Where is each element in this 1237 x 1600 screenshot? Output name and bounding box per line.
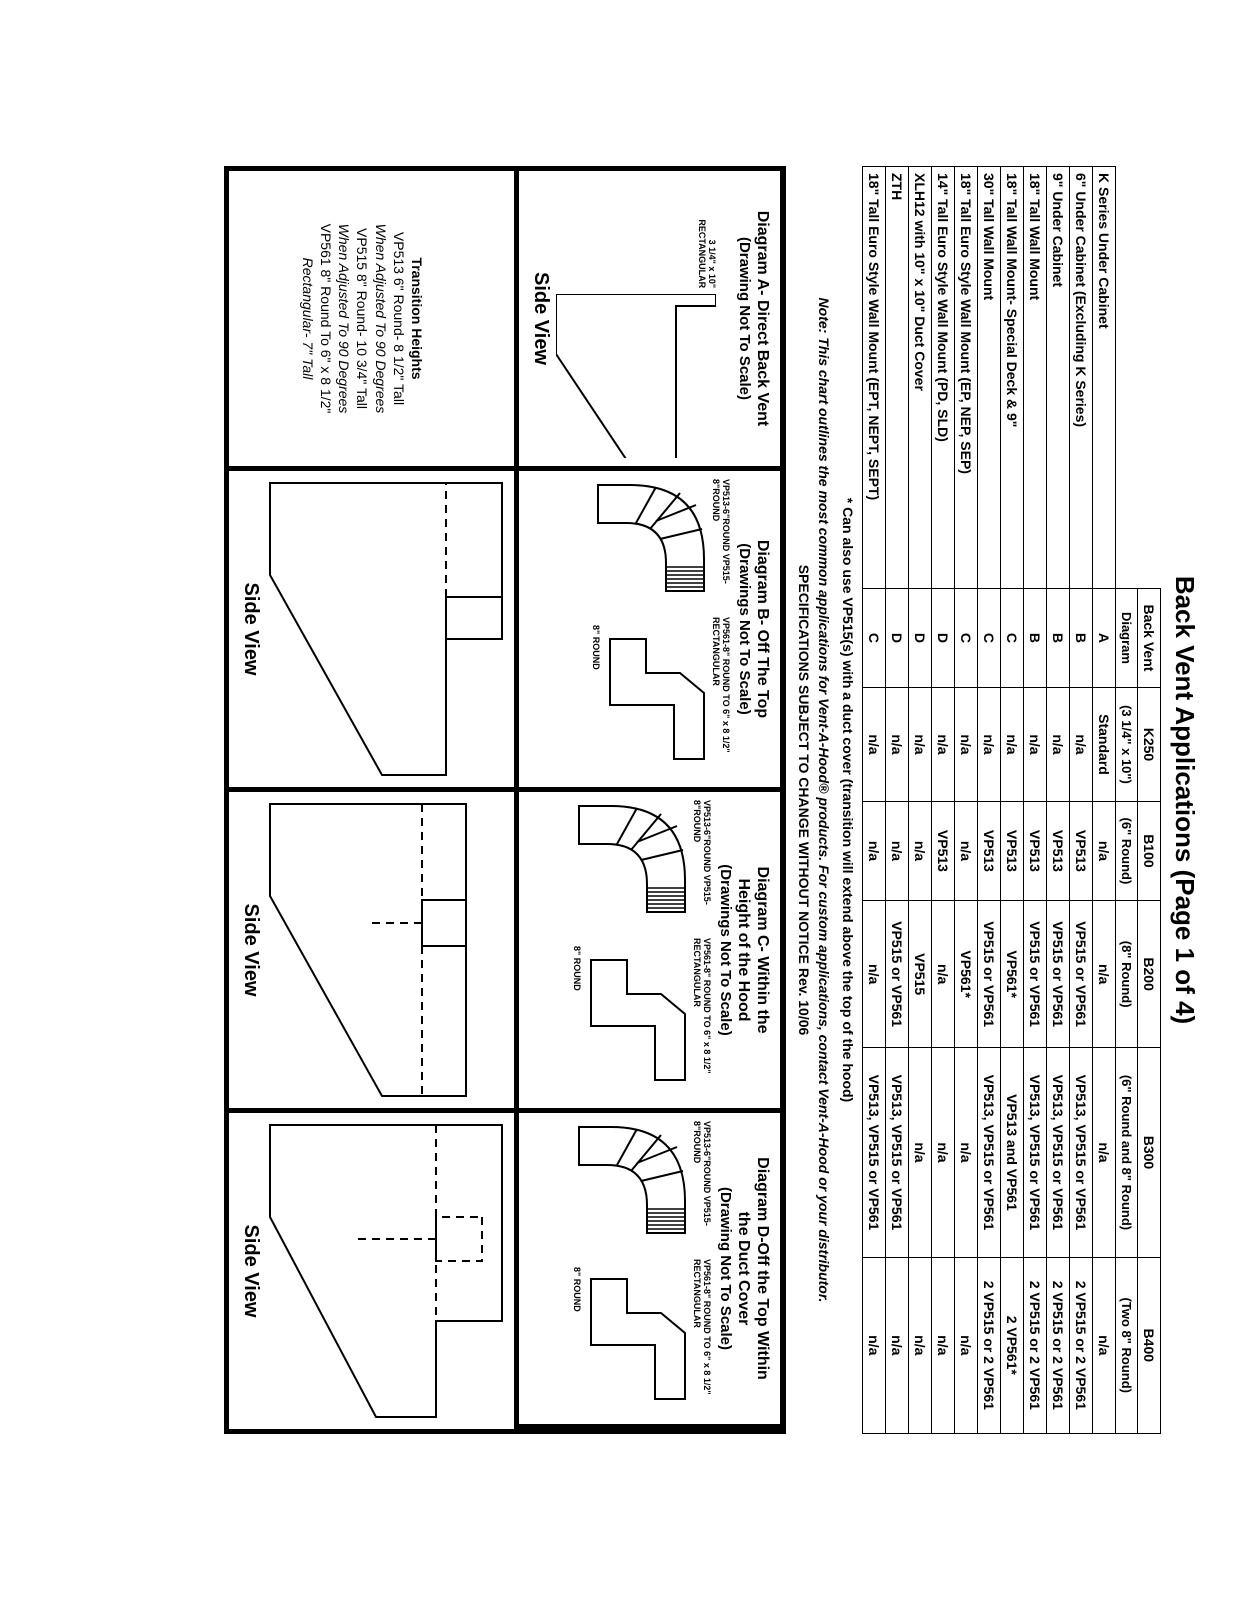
diagram-d-cell: Diagram D-Off the Top Within the Duct Co…: [513, 1113, 779, 1429]
diag-d-elbow1-lbl: VP513-6"ROUND VP515-8"ROUND: [690, 1121, 710, 1241]
diagram-c-sub: (Drawings Not To Scale): [716, 864, 733, 1035]
separator: [780, 166, 786, 1434]
transition-l5: VP561 8" Round To 6" x 8 1/2": [316, 224, 334, 414]
elbow-round-icon: [590, 479, 710, 599]
diag-c-elbow1-lbl: VP513-6"ROUND VP515-8"ROUND: [690, 800, 710, 920]
transition-l4: When Adjusted To 90 Degrees: [335, 224, 353, 414]
side-view-b: Side View: [238, 582, 261, 675]
spec-change: SPECIFICATIONS SUBJECT TO CHANGE WITHOUT…: [796, 156, 812, 1444]
side-view-c-cell: Side View: [228, 792, 513, 1113]
diagram-c-cell: Diagram C- Within the Height of the Hood…: [513, 792, 779, 1113]
transition-heights-cell: Transition Heights VP513 6" Round- 8 1/2…: [228, 171, 513, 471]
elbow-rect-icon: [580, 1273, 690, 1403]
elbow-rect-icon: [580, 954, 690, 1084]
transition-l2: When Adjusted To 90 Degrees: [371, 224, 389, 414]
side-view-a: Side View: [528, 272, 551, 365]
diag-d-base: 8" ROUND: [570, 1267, 580, 1312]
hood-d: [265, 1121, 505, 1421]
side-view-d: Side View: [238, 1224, 261, 1317]
diag-b-base: 8" ROUND: [590, 625, 600, 670]
elbow-rect-icon: [599, 633, 709, 763]
side-view-c: Side View: [238, 903, 261, 996]
diagram-a-sub: (Drawing Not To Scale): [735, 237, 752, 400]
hood-b: [265, 479, 505, 779]
diagram-c-title2: Height of the Hood: [733, 878, 752, 1021]
diag-b-elbow1-lbl: VP513-6"ROUND VP515-8"ROUND: [710, 479, 730, 599]
side-view-b-cell: Side View: [228, 471, 513, 792]
hood-shape-a: [555, 294, 715, 458]
diag-c-base: 8" ROUND: [570, 946, 580, 991]
diag-c-elbow2-lbl: VP561-8" ROUND TO 6" x 8 1/2" RECTANGULA…: [690, 938, 710, 1100]
diagram-b-sub: (Drawings Not To Scale): [735, 543, 752, 714]
transition-hd: Transition Heights: [407, 224, 425, 414]
footnote-star: * Can also use VP515(s) with a duct cove…: [840, 156, 856, 1444]
diagram-c-title1: Diagram C- Within the: [752, 867, 771, 1034]
diagrams-grid: Diagram A- Direct Back Vent (Drawing Not…: [223, 166, 779, 1434]
diagram-b-cell: Diagram B- Off The Top (Drawings Not To …: [513, 471, 779, 792]
diag-b-elbow2-lbl: VP561-8" ROUND TO 6" x 8 1/2" RECTANGULA…: [709, 617, 729, 779]
diagram-a-cell: Diagram A- Direct Back Vent (Drawing Not…: [513, 171, 779, 471]
diag-a-rect-label: 3 1/4" x 10" RECTANGULAR: [696, 179, 716, 288]
hood-c: [265, 800, 505, 1100]
transition-l6: Rectangular- 7" Tall: [298, 224, 316, 414]
spec-table: Back VentK250B100B200B300B400 Diagram(3 …: [862, 166, 1161, 1434]
diagram-a-title: Diagram A- Direct Back Vent: [752, 211, 771, 426]
page-title: Back Vent Applications (Page 1 of 4): [1169, 156, 1200, 1444]
side-view-d-cell: Side View: [228, 1113, 513, 1429]
diagram-b-title: Diagram B- Off The Top: [752, 540, 771, 718]
elbow-round-icon: [570, 800, 690, 920]
transition-l3: VP515 8" Round- 10 3/4" Tall: [353, 224, 371, 414]
note-line: Note: This chart outlines the most commo…: [816, 156, 832, 1444]
elbow-round-icon: [570, 1121, 690, 1241]
diag-d-elbow2-lbl: VP561-8" ROUND TO 6" x 8 1/2" RECTANGULA…: [690, 1259, 710, 1416]
diagram-d-title1: Diagram D-Off the Top Within: [752, 1157, 771, 1380]
transition-l1: VP513 6" Round- 8 1/2" Tall: [389, 224, 407, 414]
diagram-d-sub: (Drawing Not To Scale): [716, 1187, 733, 1350]
diagram-d-title2: the Duct Cover: [733, 1212, 752, 1326]
